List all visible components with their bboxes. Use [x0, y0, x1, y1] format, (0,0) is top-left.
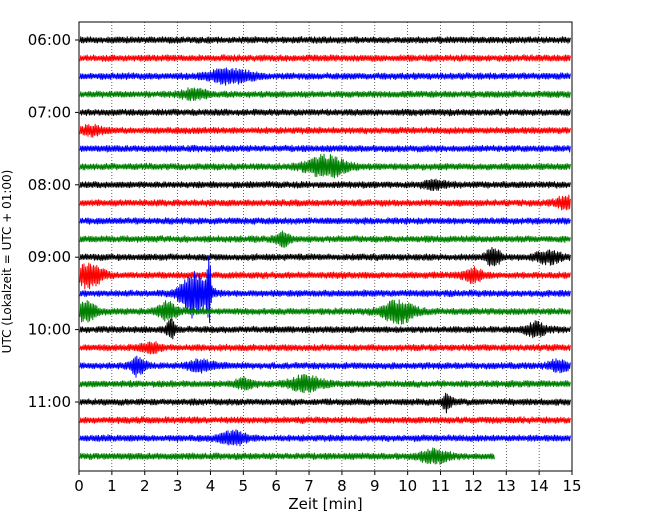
seismic-trace-1030 [79, 355, 571, 378]
seismic-traces [79, 36, 571, 465]
x-axis-label: Zeit [min] [288, 495, 362, 513]
x-tick-label: 2 [140, 477, 150, 495]
y-axis-ticks: 06:00 07:00 08:00 09:00 10:00 11:00 [28, 31, 79, 411]
seismic-trace-0930 [79, 255, 571, 324]
seismic-trace-0900 [79, 247, 571, 267]
y-tick-label: 06:00 [28, 31, 71, 49]
x-tick-label: 1 [107, 477, 117, 495]
seismic-trace-0800 [79, 178, 571, 192]
seismic-trace-0830 [79, 217, 571, 225]
seismic-trace-1015 [79, 341, 571, 355]
y-tick-label: 11:00 [28, 393, 71, 411]
x-tick-label: 15 [562, 477, 581, 495]
y-tick-label: 09:00 [28, 248, 71, 266]
seismic-trace-0600 [79, 36, 571, 44]
x-tick-label: 10 [398, 477, 417, 495]
x-tick-label: 9 [370, 477, 380, 495]
x-axis-ticks: 0 1 2 3 4 5 6 7 8 9 10 11 12 13 14 15 [74, 471, 582, 495]
x-tick-label: 4 [206, 477, 216, 495]
seismic-trace-1145 [79, 447, 495, 465]
seismic-trace-0915 [79, 262, 571, 290]
x-tick-label: 0 [74, 477, 84, 495]
y-tick-label: 07:00 [28, 103, 71, 121]
x-tick-label: 14 [530, 477, 549, 495]
x-tick-label: 7 [304, 477, 314, 495]
x-tick-label: 13 [497, 477, 516, 495]
seismic-trace-0745 [79, 153, 571, 179]
seismic-trace-0615 [79, 54, 571, 62]
x-tick-label: 12 [464, 477, 483, 495]
seismic-trace-1000 [79, 318, 571, 340]
seismic-trace-0845 [79, 230, 571, 248]
seismic-trace-0715 [79, 123, 571, 138]
seismic-trace-0815 [79, 194, 571, 211]
seismic-trace-0945 [79, 299, 571, 325]
seismic-trace-0645 [79, 87, 571, 102]
seismic-trace-1100 [79, 392, 571, 414]
seismic-trace-0700 [79, 108, 571, 117]
x-tick-label: 6 [271, 477, 281, 495]
x-tick-label: 3 [173, 477, 183, 495]
y-tick-label: 10:00 [28, 321, 71, 339]
seismic-trace-1130 [79, 429, 571, 447]
y-axis-label: UTC (Lokalzeit = UTC + 01:00) [0, 170, 14, 354]
seismic-trace-0730 [79, 144, 571, 153]
seismic-trace-0630 [79, 67, 571, 86]
plot-frame [78, 21, 573, 472]
x-tick-label: 5 [239, 477, 249, 495]
seismic-trace-1045 [79, 374, 571, 394]
x-tick-label: 8 [337, 477, 347, 495]
y-tick-label: 08:00 [28, 176, 71, 194]
x-tick-label: 11 [431, 477, 450, 495]
seismic-trace-1115 [79, 416, 571, 425]
